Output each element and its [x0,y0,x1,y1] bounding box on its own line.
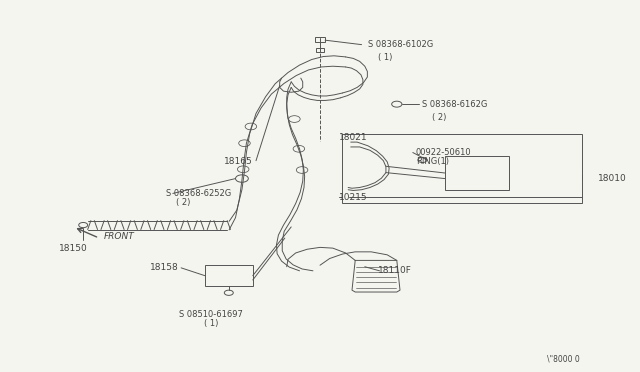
Text: 00922-50610: 00922-50610 [416,148,472,157]
Text: 18150: 18150 [60,244,88,253]
Text: \"8000 0: \"8000 0 [547,355,580,363]
Bar [316,48,324,52]
Text: 10215: 10215 [339,193,368,202]
Text: ( 2): ( 2) [176,198,190,207]
Bar [315,37,325,42]
Text: S 08368-6102G: S 08368-6102G [368,40,433,49]
Bar [445,156,509,190]
Bar [342,134,582,203]
Text: 18110F: 18110F [378,266,412,275]
Text: S 08368-6252G: S 08368-6252G [166,189,232,198]
Text: ( 1): ( 1) [204,319,218,328]
Text: ( 2): ( 2) [432,113,446,122]
Text: 18010: 18010 [598,174,627,183]
Text: 18165: 18165 [224,157,253,166]
Text: FRONT: FRONT [104,232,134,241]
Text: 18158: 18158 [150,263,179,272]
Text: S 08510-61697: S 08510-61697 [179,310,243,319]
Text: 18021: 18021 [339,133,368,142]
Text: ( 1): ( 1) [378,53,392,62]
Text: RING(1): RING(1) [416,157,449,166]
Bar [205,265,253,286]
Text: S 08368-6162G: S 08368-6162G [422,100,488,109]
